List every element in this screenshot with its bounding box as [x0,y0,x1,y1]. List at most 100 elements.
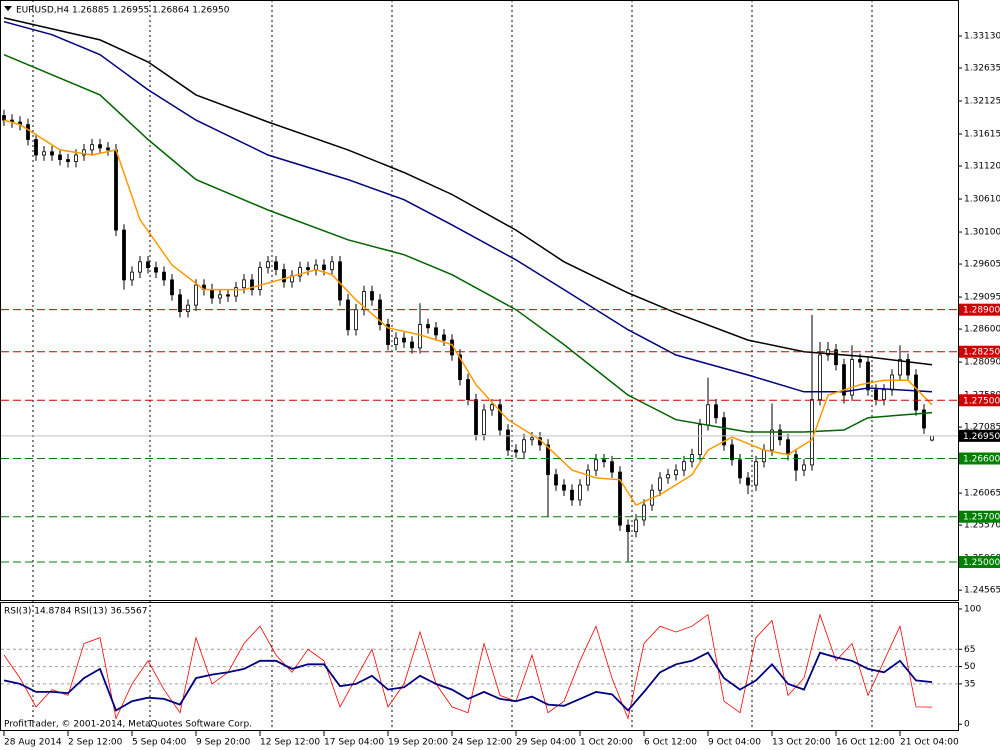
candle-body [578,484,582,501]
candle-body [914,374,918,411]
candle-body [442,334,446,341]
candle-body [234,287,238,297]
candle-body [186,304,190,313]
candle-body [722,417,726,446]
candle-body [58,154,62,160]
candle-body [706,404,710,426]
candle-body [890,374,894,391]
candle-body [482,409,486,435]
candle-body [178,294,182,313]
candle-body [402,337,406,343]
candle-body [554,474,558,486]
candle-body [682,461,686,471]
level-box [959,452,1000,465]
candle-body [146,261,150,269]
y-tick-label: 1.25570 [964,521,1000,531]
y-tick-label: 1.29605 [964,260,1000,270]
candle-body [714,404,718,419]
candle-body [66,159,70,162]
level-box [959,394,1000,407]
candle-body [762,449,766,463]
candle-body [754,461,758,486]
y-tick-label: 1.28600 [964,325,1000,335]
candle-body [666,474,670,479]
level-label: 1.25000 [963,558,1000,568]
candle-body [642,504,646,521]
x-tick-label: 19 Sep 20:00 [388,738,448,748]
x-tick-label: 13 Oct 20:00 [772,738,831,748]
candle-body [34,139,38,156]
candle-body [90,144,94,151]
y-tick-label: 0 [964,720,970,730]
chart-title: EURUSD,H4 1.26885 1.26955 1.26864 1.2695… [16,6,230,16]
x-tick-label: 12 Sep 12:00 [260,738,320,748]
candle-body [586,469,590,486]
candle-body [242,279,246,289]
candle-body [906,359,910,376]
candle-body [298,267,302,277]
y-tick-label: 1.24565 [964,586,1000,596]
y-tick-label: 1.30610 [964,195,1000,205]
x-tick-label: 21 Oct 04:00 [900,738,959,748]
x-tick-label: 28 Aug 2014 [4,738,62,748]
candle-body [394,337,398,346]
candle-body [562,484,566,491]
candle-body [306,267,310,270]
candle-body [42,151,46,156]
candle-body [842,364,846,396]
candle-body [114,149,118,231]
candle-body [770,429,774,451]
candle-body [354,309,358,331]
level-label: 1.28250 [963,348,1000,358]
candle-body [522,439,526,453]
y-tick-label: 35 [964,679,975,689]
candle-body [602,459,606,463]
level-label: 1.28900 [963,306,1000,316]
candle-body [338,261,342,301]
candle-body [130,271,134,281]
level-label: 1.25700 [963,513,1000,523]
candle-body [210,289,214,299]
candle-body [866,361,870,391]
candle-body [786,439,790,456]
candle-body [82,149,86,156]
x-tick-label: 9 Oct 04:00 [708,738,761,748]
plot-area [1,17,958,720]
candle-body [858,359,862,363]
main-frame [0,0,959,601]
candle-body [698,424,702,456]
y-tick-label: 1.29095 [964,293,1000,303]
candle-body [194,284,198,306]
moving-average [3,54,933,433]
last-price-label: 1.26950 [963,432,1000,442]
candle-body [794,454,798,471]
x-tick-label: 6 Oct 12:00 [644,738,697,748]
candle-body [322,264,326,270]
watermark: ProfitTrader, © 2001-2014, MetaQuotes So… [4,720,252,730]
candle-body [730,444,734,461]
level-box [959,556,1000,569]
candle-body [122,229,126,281]
candle-body [50,151,54,156]
candle-body [618,471,622,526]
candle-body [138,261,142,273]
candle-body [226,294,230,297]
candle-body [418,324,422,349]
candle-body [154,267,158,273]
candle-body [922,409,926,429]
candle-body [778,429,782,441]
candle-body [266,261,270,269]
candle-body [594,459,598,471]
candle-body [490,404,494,411]
candle-body [626,524,630,533]
candle-body [738,459,742,479]
candle-body [258,267,262,291]
y-tick-label: 1.33130 [964,31,1000,41]
candle-body [2,115,6,121]
x-tick-label: 29 Sep 04:00 [516,738,576,748]
candle-body [530,437,534,441]
y-tick-label: 50 [964,662,976,672]
separators [32,0,873,731]
